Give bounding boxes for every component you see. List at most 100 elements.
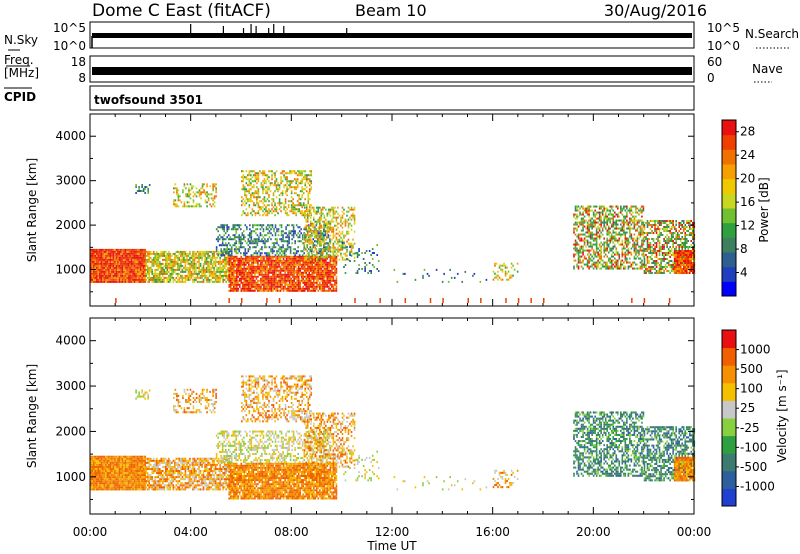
power-cell: [114, 248, 116, 251]
power-cell: [589, 231, 592, 234]
power-cell: [245, 263, 247, 266]
power-cell: [274, 232, 277, 235]
power-cell: [627, 253, 630, 256]
power-cell: [217, 226, 219, 229]
power-cell: [145, 274, 147, 277]
power-cell: [284, 192, 287, 195]
power-cell: [132, 268, 134, 271]
power-cell: [311, 263, 314, 266]
power-cell: [313, 240, 316, 243]
power-cell: [117, 268, 119, 271]
power-cell: [573, 267, 575, 270]
power-cell: [251, 192, 254, 195]
power-cell: [512, 274, 514, 277]
power-cell: [233, 234, 236, 237]
power-cell: [331, 265, 333, 268]
power-cell: [229, 236, 232, 239]
power-cell: [334, 269, 336, 272]
power-cell: [90, 264, 92, 267]
power-cell: [632, 261, 634, 264]
power-cell: [129, 266, 131, 269]
power-cell: [169, 256, 172, 259]
power-cell: [193, 264, 196, 267]
power-cell: [322, 275, 324, 278]
power-cell: [317, 273, 320, 276]
power-cell: [142, 262, 145, 265]
power-cell: [300, 257, 303, 260]
power-cell: [282, 267, 285, 270]
power-cell: [264, 242, 266, 245]
power-cell: [291, 269, 294, 272]
power-cell: [240, 277, 243, 280]
power-cell: [185, 205, 187, 208]
power-cell: [151, 252, 154, 255]
power-cell: [265, 180, 267, 183]
power-cell: [258, 289, 261, 292]
power-cell: [577, 233, 580, 236]
power-cell: [257, 188, 260, 191]
power-cell: [303, 283, 306, 286]
power-cell: [286, 246, 289, 249]
power-cell: [350, 206, 353, 209]
power-cell: [601, 205, 604, 208]
power-cell: [309, 224, 312, 227]
power-cell: [607, 243, 610, 246]
power-cell: [308, 228, 311, 231]
power-cell: [297, 281, 300, 284]
power-cell: [192, 268, 194, 271]
power-cell: [320, 265, 323, 268]
power-cell: [317, 230, 319, 233]
power-cell: [136, 268, 139, 271]
power-cell: [142, 272, 145, 275]
power-cell: [332, 234, 335, 237]
power-cell: [109, 262, 112, 265]
power-cell: [332, 228, 335, 231]
power-cell: [338, 248, 341, 251]
power-cell: [297, 287, 300, 290]
power-cell: [93, 280, 95, 283]
power-cell: [237, 279, 240, 282]
power-cell: [335, 252, 338, 255]
power-cell: [172, 278, 175, 281]
power-cell: [264, 240, 266, 243]
power-cell: [262, 186, 264, 189]
power-cell: [265, 234, 268, 237]
power-cell: [310, 180, 313, 183]
power-cell: [610, 237, 613, 240]
power-cell: [358, 264, 360, 266]
power-cell: [117, 270, 119, 273]
power-cell: [201, 183, 204, 186]
power-cell: [626, 211, 628, 214]
power-cell: [264, 287, 267, 290]
power-cell: [96, 278, 98, 281]
power-cell: [277, 202, 279, 205]
power-cell: [576, 217, 578, 220]
power-cell: [308, 188, 311, 191]
power-cell: [353, 216, 356, 219]
power-cell: [273, 267, 276, 270]
power-cell: [322, 261, 324, 264]
power-cell: [296, 180, 299, 183]
power-cell: [235, 224, 238, 227]
power-cell: [396, 280, 399, 283]
power-cell: [296, 178, 299, 181]
power-cell: [267, 263, 270, 266]
power-cell: [302, 259, 305, 262]
power-cell: [312, 265, 315, 268]
power-cell: [94, 278, 97, 281]
power-cell: [621, 241, 624, 244]
power-cell: [595, 213, 598, 216]
power-cell: [151, 260, 154, 263]
power-cell: [592, 215, 595, 218]
power-cell: [319, 265, 321, 268]
power-cell: [340, 236, 342, 239]
power-cell: [129, 252, 131, 255]
power-cell: [292, 248, 295, 251]
power-cell: [323, 267, 326, 270]
power-cell: [169, 258, 172, 261]
power-cell: [300, 273, 303, 276]
power-cell: [311, 289, 314, 292]
power-cell: [595, 263, 598, 266]
nave-label: Nave: [752, 62, 783, 76]
power-cell: [334, 212, 336, 215]
